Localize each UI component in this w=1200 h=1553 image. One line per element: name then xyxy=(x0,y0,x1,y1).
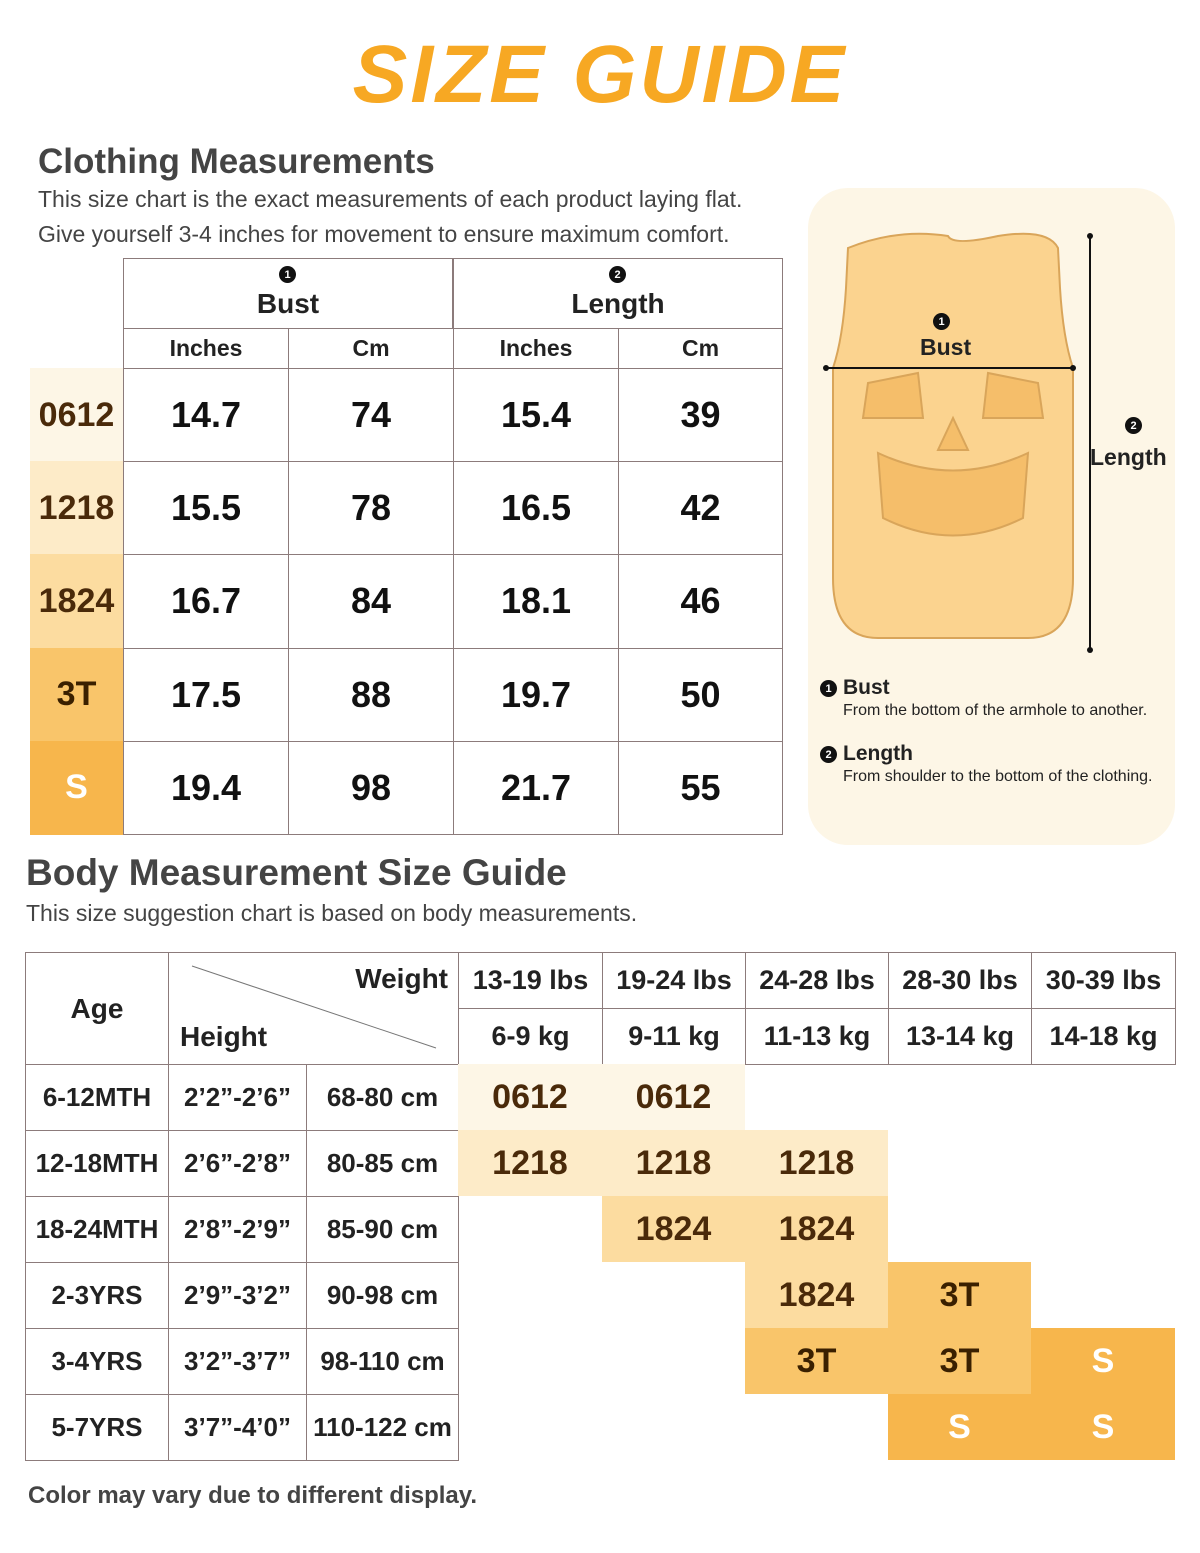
marker: 1 xyxy=(279,266,296,283)
size-label: 0612 xyxy=(30,368,123,463)
unit-header: Cm xyxy=(618,328,783,369)
weight-lbs: 24-28 lbs xyxy=(745,952,889,1009)
measurement-cell: 15.5 xyxy=(123,461,289,556)
size-label: 3T xyxy=(30,647,123,742)
height-cm-cell: 85-90 cm xyxy=(306,1196,459,1263)
measurement-cell: 17.5 xyxy=(123,647,289,742)
measurement-cell: 42 xyxy=(618,461,783,556)
measurement-cell: 16.5 xyxy=(453,461,619,556)
height-ft-cell: 2’9”-3’2” xyxy=(168,1262,307,1329)
measurement-cell: 16.7 xyxy=(123,554,289,649)
size-label: 1218 xyxy=(30,461,123,556)
height-cm-cell: 98-110 cm xyxy=(306,1328,459,1395)
weight-lbs: 13-19 lbs xyxy=(458,952,603,1009)
size-suggestion: 3T xyxy=(888,1328,1031,1394)
height-ft-cell: 3’2”-3’7” xyxy=(168,1328,307,1395)
age-cell: 12-18MTH xyxy=(25,1130,169,1197)
height-ft-cell: 2’2”-2’6” xyxy=(168,1064,307,1131)
height-header: Height xyxy=(180,1021,268,1052)
measurement-cell: 14.7 xyxy=(123,368,289,463)
marker: 2 xyxy=(609,266,626,283)
page-title: SIZE GUIDE xyxy=(352,29,848,120)
note: This size suggestion chart is based on b… xyxy=(26,900,638,926)
size-suggestion: 1824 xyxy=(745,1196,888,1262)
height-cm-cell: 90-98 cm xyxy=(306,1262,459,1329)
size-suggestion: 1824 xyxy=(602,1196,745,1262)
height-ft-cell: 2’8”-2’9” xyxy=(168,1196,307,1263)
unit-header: Inches xyxy=(123,328,289,369)
height-cm-cell: 80-85 cm xyxy=(306,1130,459,1197)
height-cm-cell: 110-122 cm xyxy=(306,1394,459,1461)
diagram-label: Bust xyxy=(920,334,972,360)
weight-lbs: 28-30 lbs xyxy=(888,952,1032,1009)
measurement-cell: 98 xyxy=(288,740,454,835)
height-ft-cell: 2’6”-2’8” xyxy=(168,1130,307,1197)
measurement-cell: 50 xyxy=(618,647,783,742)
size-suggestion: 3T xyxy=(888,1262,1031,1328)
age-header: Age xyxy=(25,952,169,1065)
measurement-cell: 84 xyxy=(288,554,454,649)
group-header: Length xyxy=(571,288,665,319)
height-cm-cell: 68-80 cm xyxy=(306,1064,459,1131)
measurement-cell: 19.4 xyxy=(123,740,289,835)
section-heading: Body Measurement Size Guide xyxy=(26,852,567,893)
measurement-cell: 88 xyxy=(288,647,454,742)
measurement-cell: 21.7 xyxy=(453,740,619,835)
measurement-cell: 39 xyxy=(618,368,783,463)
size-suggestion: 3T xyxy=(745,1328,888,1394)
weight-kg: 13-14 kg xyxy=(888,1008,1032,1065)
weight-lbs: 19-24 lbs xyxy=(602,952,746,1009)
size-suggestion: 1218 xyxy=(745,1130,888,1196)
note: This size chart is the exact measurement… xyxy=(38,186,743,212)
weight-kg: 11-13 kg xyxy=(745,1008,889,1065)
garment-diagram xyxy=(823,232,1093,653)
size-suggestion: 1824 xyxy=(745,1262,888,1328)
section-heading: Clothing Measurements xyxy=(38,142,435,181)
size-suggestion: 1218 xyxy=(602,1130,745,1196)
footer-note: Color may vary due to different display. xyxy=(28,1482,477,1509)
legend-label: Length xyxy=(843,742,913,765)
weight-header: Weight xyxy=(355,963,448,994)
note: Give yourself 3-4 inches for movement to… xyxy=(38,221,730,247)
size-suggestion: 1218 xyxy=(458,1130,602,1196)
legend-description: From the bottom of the armhole to anothe… xyxy=(843,702,1148,719)
marker: 2 xyxy=(820,746,837,763)
measurement-cell: 46 xyxy=(618,554,783,649)
size-suggestion: S xyxy=(888,1394,1031,1460)
size-suggestion: S xyxy=(1031,1328,1175,1394)
legend-description: From shoulder to the bottom of the cloth… xyxy=(843,768,1153,785)
marker: 1 xyxy=(933,313,950,330)
age-cell: 2-3YRS xyxy=(25,1262,169,1329)
size-suggestion: S xyxy=(1031,1394,1175,1460)
diagonal-divider xyxy=(191,965,437,1049)
size-label: 1824 xyxy=(30,554,123,649)
age-cell: 5-7YRS xyxy=(25,1394,169,1461)
age-cell: 18-24MTH xyxy=(25,1196,169,1263)
size-suggestion: 0612 xyxy=(458,1064,602,1130)
measurement-cell: 55 xyxy=(618,740,783,835)
age-cell: 6-12MTH xyxy=(25,1064,169,1131)
weight-kg: 14-18 kg xyxy=(1031,1008,1176,1065)
weight-kg: 6-9 kg xyxy=(458,1008,603,1065)
measurement-cell: 74 xyxy=(288,368,454,463)
measurement-cell: 19.7 xyxy=(453,647,619,742)
marker: 1 xyxy=(820,680,837,697)
measurement-cell: 15.4 xyxy=(453,368,619,463)
weight-kg: 9-11 kg xyxy=(602,1008,746,1065)
measurement-cell: 78 xyxy=(288,461,454,556)
weight-lbs: 30-39 lbs xyxy=(1031,952,1176,1009)
legend-label: Bust xyxy=(843,676,890,699)
group-header: Bust xyxy=(256,288,320,319)
size-suggestion: 0612 xyxy=(602,1064,745,1130)
diagram-label: Length xyxy=(1090,444,1167,470)
measurement-cell: 18.1 xyxy=(453,554,619,649)
size-label: S xyxy=(30,740,123,835)
unit-header: Inches xyxy=(453,328,619,369)
height-ft-cell: 3’7”-4’0” xyxy=(168,1394,307,1461)
age-cell: 3-4YRS xyxy=(25,1328,169,1395)
unit-header: Cm xyxy=(288,328,454,369)
marker: 2 xyxy=(1125,417,1142,434)
